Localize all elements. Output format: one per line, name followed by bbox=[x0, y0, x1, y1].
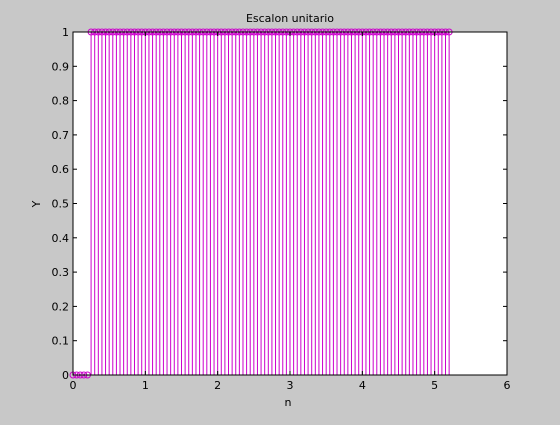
y-tick-label: 0.5 bbox=[52, 198, 70, 211]
x-tick-label: 4 bbox=[359, 379, 366, 392]
y-tick-label: 0.9 bbox=[52, 60, 70, 73]
chart-title: Escalon unitario bbox=[246, 12, 334, 25]
x-tick-label: 2 bbox=[214, 379, 221, 392]
y-tick-label: 1 bbox=[62, 26, 69, 39]
y-tick-label: 0.2 bbox=[52, 300, 70, 313]
y-tick-label: 0.6 bbox=[52, 163, 70, 176]
y-tick-label: 0.7 bbox=[52, 129, 70, 142]
y-tick-label: 0 bbox=[62, 369, 69, 382]
y-axis-label: Y bbox=[30, 200, 43, 208]
x-axis-label: n bbox=[285, 396, 292, 409]
y-tick-label: 0.3 bbox=[52, 266, 70, 279]
y-tick-label: 0.1 bbox=[52, 335, 70, 348]
x-axis-ticks: 0 1 2 3 4 5 6 bbox=[70, 32, 511, 392]
x-tick-label: 0 bbox=[70, 379, 77, 392]
x-tick-label: 5 bbox=[431, 379, 438, 392]
y-tick-label: 0.4 bbox=[52, 232, 70, 245]
stems-layer bbox=[90, 32, 450, 375]
x-tick-label: 1 bbox=[142, 379, 149, 392]
x-tick-label: 3 bbox=[287, 379, 294, 392]
x-tick-label: 6 bbox=[504, 379, 511, 392]
y-axis-ticks: 0 0.1 0.2 0.3 0.4 0.5 0.6 0.7 0.8 0.9 1 bbox=[52, 26, 507, 382]
y-tick-label: 0.8 bbox=[52, 95, 70, 108]
